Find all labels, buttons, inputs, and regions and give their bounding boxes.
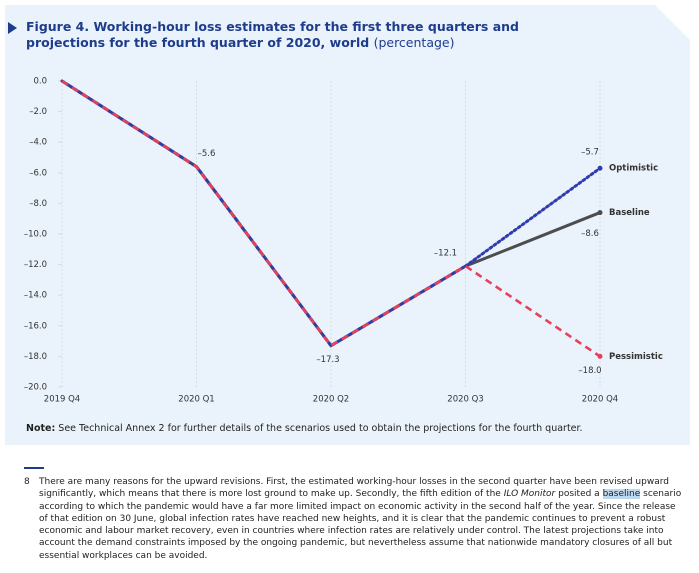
text: There are many reasons for the upward re… [39, 477, 669, 500]
subtitle: (percentage) [373, 35, 455, 50]
data-label: –5.6 [198, 149, 216, 159]
x-tick-label: 2020 Q3 [447, 395, 483, 405]
y-tick-label: –10.0 [24, 230, 47, 240]
y-tick-label: –12.0 [24, 260, 47, 270]
end-marker [597, 165, 603, 171]
series-label: Baseline [609, 208, 650, 218]
text: posited a [555, 489, 603, 500]
series-line [61, 79, 601, 358]
y-tick-label: –20.0 [24, 383, 47, 393]
footnote: 8 There are many reasons for the upward … [24, 476, 684, 562]
note: Note: See Technical Annex 2 for further … [26, 423, 583, 434]
highlighted-text: baseline [602, 489, 641, 500]
text: scenario according to which the pandemic… [39, 489, 682, 561]
series-label: Pessimistic [609, 352, 663, 362]
footnote-text: There are many reasons for the upward re… [39, 476, 684, 562]
chart-title: Figure 4. Working-hour loss estimates fo… [26, 19, 546, 51]
series-label: Optimistic [609, 164, 658, 174]
title-text: Figure 4. Working-hour loss estimates fo… [26, 19, 520, 50]
y-tick-label: –6.0 [29, 168, 47, 178]
y-tick-label: –14.0 [24, 291, 47, 301]
y-tick-label: 0.0 [33, 77, 47, 87]
chart-panel [5, 5, 690, 445]
x-tick-label: 2020 Q2 [313, 395, 349, 405]
y-tick-label: –18.0 [24, 352, 47, 362]
chart: 2019 Q4 2020 Q1 2020 Q2 2020 Q3 2020 Q4 0.0 –2… [24, 77, 663, 405]
title-marker [8, 22, 17, 34]
x-tick-label: 2019 Q4 [44, 395, 80, 405]
footnote-number: 8 [24, 477, 30, 487]
data-label: –17.3 [316, 355, 339, 365]
data-label: –5.7 [581, 148, 599, 158]
y-tick-label: –16.0 [24, 321, 47, 331]
data-label: –18.0 [578, 366, 601, 376]
italic-text: ILO Monitor [503, 489, 556, 500]
end-marker [597, 353, 603, 359]
y-tick-label: –2.0 [29, 107, 47, 117]
note-label: Note: [26, 423, 56, 434]
x-tick-label: 2020 Q4 [582, 395, 618, 405]
series-line [60, 79, 602, 348]
data-label: –12.1 [434, 249, 457, 259]
y-tick-label: –4.0 [29, 138, 47, 148]
x-tick-label: 2020 Q1 [178, 395, 214, 405]
footnote-rule [24, 467, 44, 469]
note-text: See Technical Annex 2 for further detail… [58, 423, 583, 434]
end-marker [597, 210, 603, 216]
data-label: –8.6 [581, 229, 599, 239]
y-tick-label: –8.0 [29, 199, 47, 209]
